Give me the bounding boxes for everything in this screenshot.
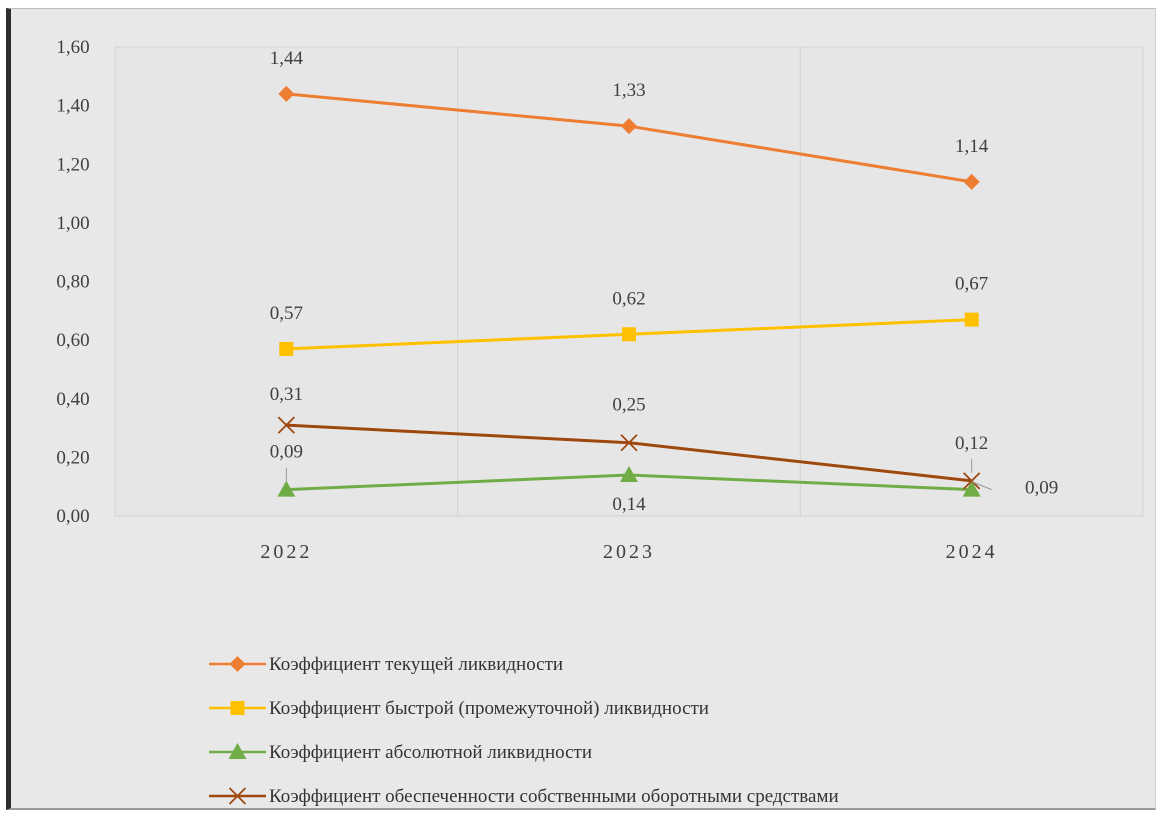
data-point-marker bbox=[278, 85, 295, 102]
data-point-marker-stroke bbox=[620, 434, 638, 452]
y-tick-label: 0,00 bbox=[56, 506, 89, 527]
data-point-marker bbox=[622, 327, 636, 342]
data-label: 0,31 bbox=[270, 384, 303, 405]
data-label: 0,09 bbox=[270, 442, 303, 463]
y-tick-label: 1,00 bbox=[56, 213, 89, 234]
line-chart: 0,00 0,20 0,40 0,60 0,80 1,00 1,20 1,40 1,60 2022… bbox=[56, 37, 1144, 807]
legend-entry: Коэффициент быстрой (промежуточной) ликв… bbox=[209, 698, 709, 719]
y-tick-label: 0,60 bbox=[56, 330, 89, 351]
data-point-marker bbox=[621, 118, 637, 135]
data-label: 0,12 bbox=[955, 433, 988, 454]
legend-entry: Коэффициент обеспеченности собственными … bbox=[209, 786, 839, 807]
data-point-marker bbox=[962, 480, 981, 497]
legend-entry: Коэффициент абсолютной ликвидности bbox=[209, 742, 592, 763]
legend-label: Коэффициент абсолютной ликвидности bbox=[269, 742, 592, 763]
legend-marker bbox=[228, 743, 247, 759]
y-tick-label: 1,60 bbox=[56, 37, 89, 58]
data-point-marker bbox=[963, 173, 980, 190]
data-point-marker-stroke bbox=[963, 472, 981, 490]
data-label: 0,25 bbox=[612, 395, 645, 416]
data-point-marker bbox=[620, 465, 638, 482]
chart-frame: 0,00 0,20 0,40 0,60 0,80 1,00 1,20 1,40 1,60 2022… bbox=[6, 8, 1156, 810]
data-point-marker bbox=[964, 312, 979, 327]
data-label: 1,14 bbox=[955, 136, 989, 157]
x-tick-label: 2023 bbox=[603, 541, 655, 563]
legend-entry: Коэффициент текущей ликвидности bbox=[209, 654, 563, 675]
data-point-marker bbox=[277, 416, 295, 434]
y-tick-label: 0,80 bbox=[56, 272, 89, 293]
data-label: 1,33 bbox=[612, 80, 645, 101]
x-tick-label: 2022 bbox=[260, 541, 312, 563]
y-tick-label: 0,40 bbox=[56, 389, 89, 410]
legend-marker-stroke bbox=[228, 787, 247, 805]
legend-marker bbox=[228, 787, 247, 805]
data-label: 0,09 bbox=[1025, 478, 1058, 499]
data-label: 0,57 bbox=[270, 303, 303, 324]
data-label: 0,67 bbox=[955, 274, 988, 295]
data-label: 0,14 bbox=[612, 494, 646, 515]
legend-label: Коэффициент быстрой (промежуточной) ликв… bbox=[269, 698, 709, 719]
y-tick-label: 1,20 bbox=[56, 154, 89, 175]
data-point-marker bbox=[620, 434, 638, 452]
legend-marker bbox=[229, 656, 246, 672]
data-label: 1,44 bbox=[270, 48, 304, 69]
data-point-marker-stroke bbox=[277, 416, 295, 434]
data-point-marker bbox=[279, 341, 294, 356]
data-label: 0,62 bbox=[612, 288, 645, 309]
x-tick-label: 2024 bbox=[946, 541, 998, 563]
legend-marker bbox=[230, 701, 245, 715]
legend-label: Коэффициент текущей ликвидности bbox=[269, 654, 563, 675]
data-point-marker bbox=[963, 472, 981, 490]
y-tick-label: 0,20 bbox=[56, 447, 89, 468]
data-label-leader bbox=[971, 481, 992, 491]
y-tick-label: 1,40 bbox=[56, 96, 89, 117]
data-point-marker bbox=[277, 480, 296, 497]
legend-label: Коэффициент обеспеченности собственными … bbox=[269, 786, 839, 807]
